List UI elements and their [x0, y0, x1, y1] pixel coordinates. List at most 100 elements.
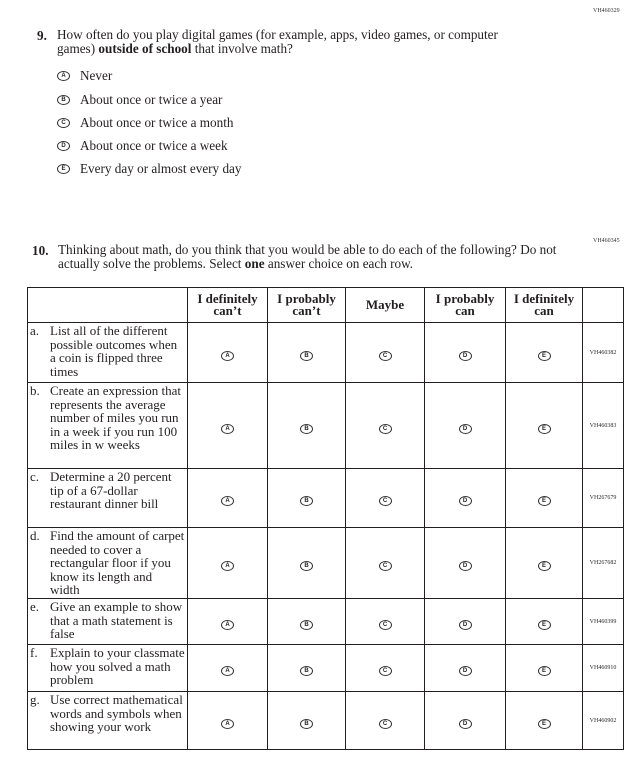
row-letter: f. [30, 645, 38, 660]
row-id: VH267679 [582, 468, 624, 528]
bubble-icon[interactable]: E [537, 496, 551, 506]
bubble-icon[interactable]: C [57, 118, 70, 128]
answer-cell[interactable]: A [187, 468, 268, 528]
option-label: Never [80, 68, 113, 83]
bubble-icon[interactable]: D [458, 496, 472, 506]
answer-cell[interactable]: D [424, 691, 506, 750]
table-row: f. Explain to your classmate how you solv… [27, 644, 624, 692]
answer-cell[interactable]: C [345, 382, 425, 469]
bubble-icon[interactable]: B [300, 561, 313, 571]
bubble-icon[interactable]: E [57, 164, 70, 174]
bubble-icon[interactable]: E [537, 718, 551, 729]
answer-option[interactable]: E Every day or almost every day [57, 161, 242, 177]
bubble-icon[interactable]: B [300, 666, 313, 676]
answer-cell[interactable]: B [267, 527, 346, 599]
answer-cell[interactable]: C [345, 468, 425, 528]
row-letter: e. [30, 599, 40, 614]
bubble-icon[interactable]: B [300, 350, 313, 361]
answer-cell[interactable]: E [505, 644, 583, 692]
row-letter: d. [30, 528, 40, 543]
bubble-icon[interactable]: A [221, 350, 234, 361]
bubble-icon[interactable]: A [221, 666, 234, 676]
table-row: d. Find the amount of carpet needed to co… [27, 527, 624, 599]
bubble-icon[interactable]: C [378, 496, 392, 506]
bubble-icon[interactable]: B [300, 619, 313, 630]
bubble-icon[interactable]: C [378, 619, 392, 630]
bubble-icon[interactable]: B [300, 496, 313, 506]
row-id: VH460382 [582, 322, 624, 383]
bubble-icon[interactable]: D [458, 350, 472, 361]
bubble-icon[interactable]: A [221, 561, 234, 571]
answer-cell[interactable]: E [505, 322, 583, 383]
question-text: How often do you play digital games (for… [57, 28, 537, 56]
bubble-icon[interactable]: E [537, 350, 551, 361]
answer-cell[interactable]: C [345, 691, 425, 750]
answer-cell[interactable]: A [187, 382, 268, 469]
bubble-icon[interactable]: A [221, 619, 234, 630]
answer-cell[interactable]: D [424, 382, 506, 469]
answer-cell[interactable]: C [345, 322, 425, 383]
bubble-icon[interactable]: C [378, 423, 392, 434]
answer-cell[interactable]: E [505, 691, 583, 750]
answer-cell[interactable]: D [424, 527, 506, 599]
answer-cell[interactable]: B [267, 382, 346, 469]
answer-cell[interactable]: D [424, 322, 506, 383]
answer-cell[interactable]: B [267, 644, 346, 692]
answer-cell[interactable]: B [267, 468, 346, 528]
bubble-icon[interactable]: A [221, 423, 234, 434]
answer-cell[interactable]: D [424, 598, 506, 645]
answer-option[interactable]: A Never [57, 68, 112, 84]
bubble-icon[interactable]: D [458, 666, 472, 676]
answer-cell[interactable]: A [187, 644, 268, 692]
answer-cell[interactable]: B [267, 322, 346, 383]
option-label: Every day or almost every day [80, 161, 242, 176]
row-text: Give an example to show that a math stat… [50, 599, 183, 641]
answer-cell[interactable]: A [187, 322, 268, 383]
answer-cell[interactable]: B [267, 691, 346, 750]
answer-option[interactable]: D About once or twice a week [57, 138, 228, 154]
row-letter: b. [30, 383, 40, 398]
table-row: e. Give an example to show that a math st… [27, 598, 624, 645]
bubble-icon[interactable]: B [57, 95, 70, 105]
bubble-icon[interactable]: E [537, 423, 551, 434]
answer-cell[interactable]: A [187, 527, 268, 599]
bubble-icon[interactable]: B [300, 423, 313, 434]
row-text: Create an expression that represents the… [50, 383, 182, 452]
bubble-icon[interactable]: E [537, 561, 551, 571]
question-emphasis: one [244, 256, 265, 271]
answer-option[interactable]: B About once or twice a year [57, 92, 222, 108]
option-label: About once or twice a year [80, 92, 223, 107]
bubble-icon[interactable]: B [300, 718, 313, 729]
response-grid: I definitely can’t I probably can’t Maybe I… [27, 287, 624, 750]
answer-cell[interactable]: C [345, 644, 425, 692]
bubble-icon[interactable]: C [378, 718, 392, 729]
bubble-icon[interactable]: C [378, 561, 392, 571]
answer-option[interactable]: C About once or twice a month [57, 115, 233, 131]
bubble-icon[interactable]: D [57, 141, 70, 151]
answer-cell[interactable]: C [345, 527, 425, 599]
bubble-icon[interactable]: A [221, 718, 234, 729]
answer-cell[interactable]: E [505, 527, 583, 599]
bubble-icon[interactable]: E [537, 666, 551, 676]
bubble-icon[interactable]: D [458, 561, 472, 571]
answer-cell[interactable]: E [505, 382, 583, 469]
bubble-icon[interactable]: D [458, 718, 472, 729]
bubble-icon[interactable]: D [458, 423, 472, 434]
table-row: a. List all of the different possible out… [27, 322, 624, 383]
answer-cell[interactable]: D [424, 644, 506, 692]
bubble-icon[interactable]: D [458, 619, 472, 630]
answer-cell[interactable]: B [267, 598, 346, 645]
bubble-icon[interactable]: A [57, 71, 70, 81]
bubble-icon[interactable]: C [378, 666, 392, 676]
answer-cell[interactable]: E [505, 468, 583, 528]
bubble-icon[interactable]: A [221, 496, 234, 506]
answer-cell[interactable]: E [505, 598, 583, 645]
row-text: Use correct mathematical words and symbo… [50, 692, 183, 734]
answer-cell[interactable]: A [187, 691, 268, 750]
answer-cell[interactable]: A [187, 598, 268, 645]
answer-cell[interactable]: D [424, 468, 506, 528]
row-text: Explain to your classmate how you solved… [50, 645, 185, 687]
bubble-icon[interactable]: E [537, 619, 551, 630]
answer-cell[interactable]: C [345, 598, 425, 645]
bubble-icon[interactable]: C [378, 350, 392, 361]
